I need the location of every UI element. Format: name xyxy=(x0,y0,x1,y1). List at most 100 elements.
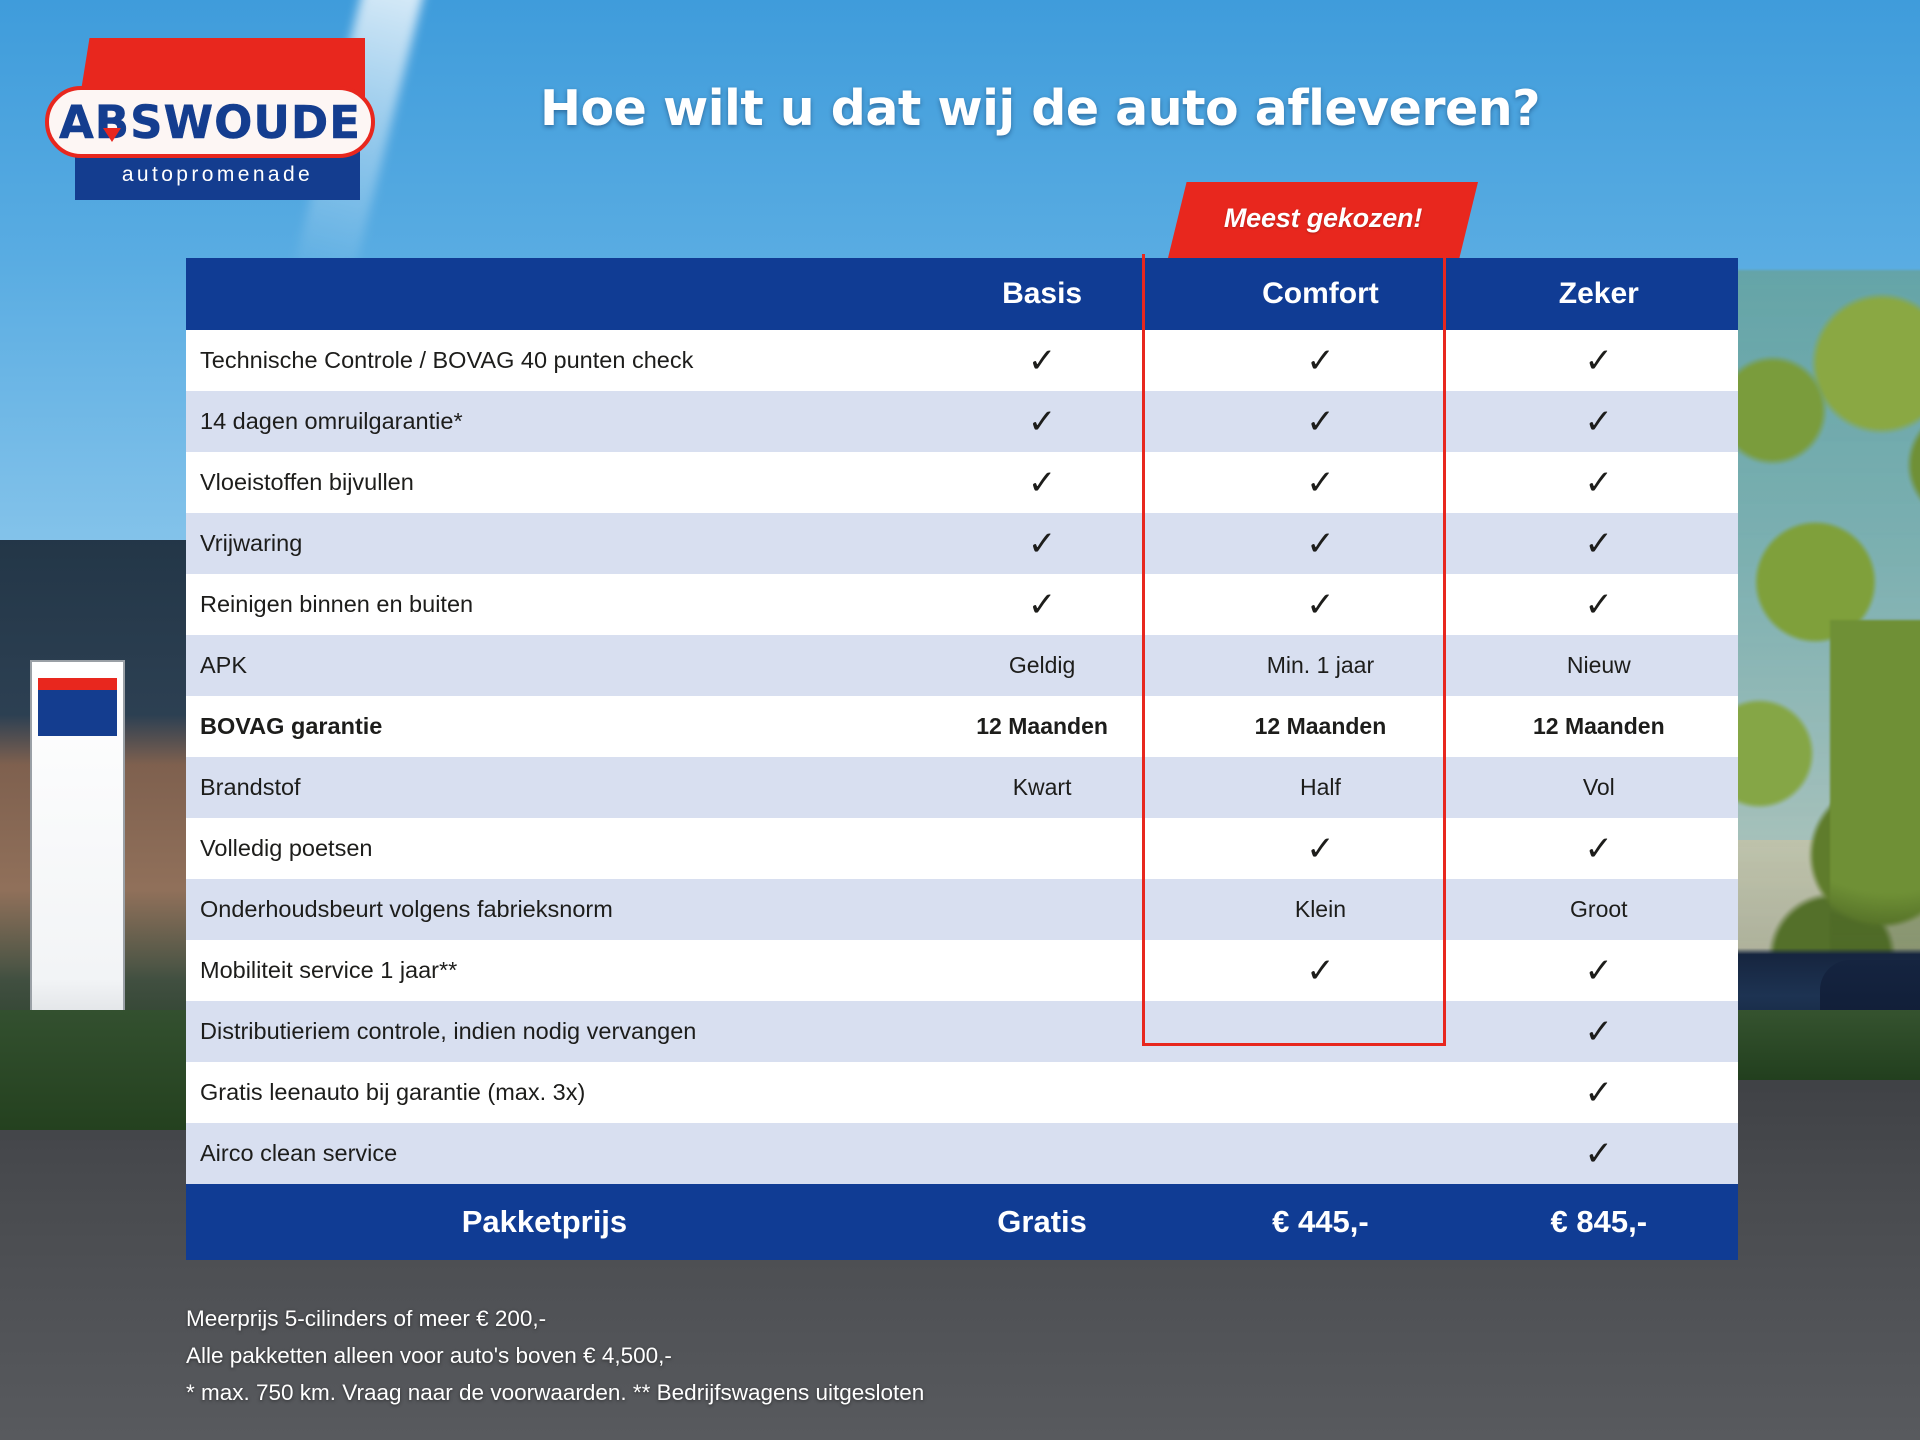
cell-comfort: Half xyxy=(1181,757,1460,818)
cell-basis: ✓ xyxy=(902,391,1182,452)
cell-basis xyxy=(902,940,1182,1001)
check-icon: ✓ xyxy=(1584,1133,1614,1174)
table-row: APK Geldig Min. 1 jaar Nieuw xyxy=(186,635,1738,696)
cell-zeker: ✓ xyxy=(1459,513,1738,574)
table-row: Reinigen binnen en buiten ✓ ✓ ✓ xyxy=(186,574,1738,635)
table-header: Basis Comfort Zeker xyxy=(186,258,1738,330)
row-label: Vrijwaring xyxy=(186,513,903,574)
table-footer-row: Pakketprijs Gratis € 445,- € 845,- xyxy=(186,1184,1738,1260)
abswoude-logo: ABSWOUDE autopromenade xyxy=(45,38,375,203)
cell-comfort: ✓ xyxy=(1181,452,1460,513)
cell-zeker: ✓ xyxy=(1459,1001,1738,1062)
check-icon: ✓ xyxy=(1584,1072,1614,1113)
table-header-row: Basis Comfort Zeker xyxy=(186,258,1738,330)
check-icon: ✓ xyxy=(1027,462,1057,503)
cell-comfort xyxy=(1181,1123,1460,1184)
logo-wordmark: ABSWOUDE xyxy=(59,95,361,149)
table-row: Airco clean service ✓ xyxy=(186,1123,1738,1184)
check-icon: ✓ xyxy=(1306,340,1335,381)
cell-basis: ✓ xyxy=(902,330,1182,391)
logo-wordmark-plate: ABSWOUDE xyxy=(45,86,375,158)
table-row: Distributieriem controle, indien nodig v… xyxy=(186,1001,1738,1062)
row-label: BOVAG garantie xyxy=(186,696,903,757)
row-label: Technische Controle / BOVAG 40 punten ch… xyxy=(186,330,903,391)
column-header-basis: Basis xyxy=(902,258,1182,330)
column-header-feature xyxy=(186,258,903,330)
table-row: Technische Controle / BOVAG 40 punten ch… xyxy=(186,330,1738,391)
logo-tagline: autopromenade xyxy=(121,163,314,186)
row-label: Distributieriem controle, indien nodig v… xyxy=(186,1001,903,1062)
cell-comfort: Klein xyxy=(1181,879,1460,940)
row-label: Onderhoudsbeurt volgens fabrieksnorm xyxy=(186,879,903,940)
cell-basis: 12 Maanden xyxy=(902,696,1182,757)
cell-zeker: ✓ xyxy=(1459,574,1738,635)
cell-comfort xyxy=(1181,1062,1460,1123)
cell-basis: ✓ xyxy=(902,452,1182,513)
table-body: Technische Controle / BOVAG 40 punten ch… xyxy=(186,330,1738,1184)
row-label: Reinigen binnen en buiten xyxy=(186,574,903,635)
footnote-line: Meerprijs 5-cilinders of meer € 200,- xyxy=(186,1306,547,1331)
cell-zeker: Groot xyxy=(1459,879,1738,940)
row-label: Vloeistoffen bijvullen xyxy=(186,452,903,513)
cell-comfort: ✓ xyxy=(1181,574,1460,635)
table-row: Volledig poetsen ✓ ✓ xyxy=(186,818,1738,879)
table-row: BOVAG garantie 12 Maanden 12 Maanden 12 Maa… xyxy=(186,696,1738,757)
cell-basis: ✓ xyxy=(902,574,1182,635)
package-comparison-table-wrapper: Basis Comfort Zeker Technische Controle … xyxy=(186,258,1738,1260)
cell-zeker: Nieuw xyxy=(1459,635,1738,696)
footer-price-basis: Gratis xyxy=(902,1184,1182,1260)
cell-comfort: ✓ xyxy=(1181,330,1460,391)
check-icon: ✓ xyxy=(1584,950,1614,991)
check-icon: ✓ xyxy=(1584,523,1614,564)
cell-comfort: ✓ xyxy=(1181,940,1460,1001)
cell-zeker: ✓ xyxy=(1459,452,1738,513)
cell-basis xyxy=(902,1123,1182,1184)
cell-zeker: ✓ xyxy=(1459,940,1738,1001)
footnote-line: Alle pakketten alleen voor auto's boven … xyxy=(186,1343,672,1368)
table-footer: Pakketprijs Gratis € 445,- € 845,- xyxy=(186,1184,1738,1260)
cell-comfort xyxy=(1181,1001,1460,1062)
row-label: APK xyxy=(186,635,903,696)
package-comparison-table: Basis Comfort Zeker Technische Controle … xyxy=(186,258,1738,1260)
cell-comfort: ✓ xyxy=(1181,513,1460,574)
table-row: Mobiliteit service 1 jaar** ✓ ✓ xyxy=(186,940,1738,1001)
cell-comfort: ✓ xyxy=(1181,818,1460,879)
check-icon: ✓ xyxy=(1584,828,1614,869)
logo-triangle-accent xyxy=(102,127,121,142)
cell-basis: Kwart xyxy=(902,757,1182,818)
dealership-signage-pylon xyxy=(30,660,125,1060)
table-row: Gratis leenauto bij garantie (max. 3x) ✓ xyxy=(186,1062,1738,1123)
check-icon: ✓ xyxy=(1584,1011,1614,1052)
footnote-line: * max. 750 km. Vraag naar de voorwaarden… xyxy=(186,1380,925,1405)
cell-zeker: Vol xyxy=(1459,757,1738,818)
check-icon: ✓ xyxy=(1306,584,1335,625)
cell-basis xyxy=(902,1062,1182,1123)
column-header-comfort: Comfort xyxy=(1181,258,1460,330)
row-label: 14 dagen omruilgarantie* xyxy=(186,391,903,452)
cell-comfort: Min. 1 jaar xyxy=(1181,635,1460,696)
table-row: 14 dagen omruilgarantie* ✓ ✓ ✓ xyxy=(186,391,1738,452)
check-icon: ✓ xyxy=(1306,523,1335,564)
cell-zeker: ✓ xyxy=(1459,1062,1738,1123)
cell-zeker: ✓ xyxy=(1459,330,1738,391)
cell-basis xyxy=(902,879,1182,940)
row-label: Gratis leenauto bij garantie (max. 3x) xyxy=(186,1062,903,1123)
column-header-zeker: Zeker xyxy=(1459,258,1738,330)
cell-zeker: ✓ xyxy=(1459,1123,1738,1184)
check-icon: ✓ xyxy=(1027,584,1057,625)
row-label: Mobiliteit service 1 jaar** xyxy=(186,940,903,1001)
table-row: Onderhoudsbeurt volgens fabrieksnorm Klei… xyxy=(186,879,1738,940)
footnotes: Meerprijs 5-cilinders of meer € 200,- Al… xyxy=(186,1300,924,1411)
cell-comfort: ✓ xyxy=(1181,391,1460,452)
cell-zeker: ✓ xyxy=(1459,391,1738,452)
check-icon: ✓ xyxy=(1306,401,1335,442)
table-row: Vrijwaring ✓ ✓ ✓ xyxy=(186,513,1738,574)
cell-basis: ✓ xyxy=(902,513,1182,574)
check-icon: ✓ xyxy=(1027,523,1057,564)
row-label: Volledig poetsen xyxy=(186,818,903,879)
most-chosen-ribbon-label: Meest gekozen! xyxy=(1223,202,1423,233)
check-icon: ✓ xyxy=(1584,340,1614,381)
cell-basis: Geldig xyxy=(902,635,1182,696)
check-icon: ✓ xyxy=(1306,462,1335,503)
row-label: Brandstof xyxy=(186,757,903,818)
